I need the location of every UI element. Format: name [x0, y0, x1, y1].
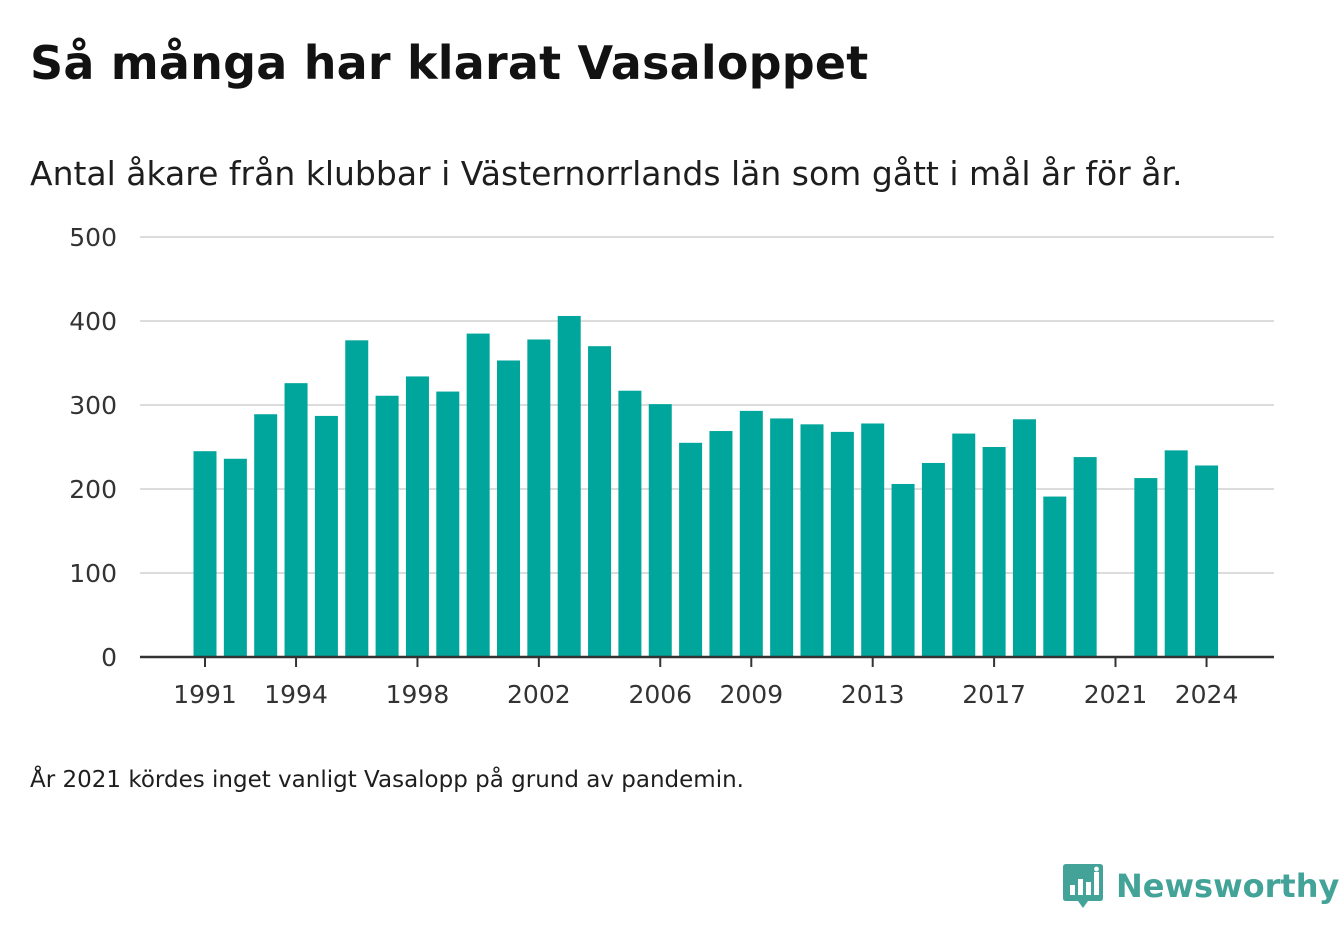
bar-chart: 0 100 200 300 400 500 1991 1994 1998 2002 2006 200… [69, 223, 1274, 709]
bar [314, 415, 338, 657]
x-tick-label: 2021 [1084, 680, 1148, 709]
x-tick-label: 2009 [719, 680, 783, 709]
y-tick-label: 500 [69, 223, 117, 252]
bar [952, 433, 976, 657]
x-tick-label: 2002 [507, 680, 571, 709]
bar [861, 423, 885, 657]
bar [345, 340, 369, 657]
bar [527, 339, 551, 657]
bar [709, 431, 733, 657]
bar [770, 418, 794, 657]
x-tick-label: 1991 [173, 680, 237, 709]
bar [284, 383, 308, 657]
bar [830, 431, 854, 657]
bar [1164, 450, 1188, 657]
y-tick-label: 300 [69, 391, 117, 420]
bar [891, 483, 915, 657]
chart-title: Så många har klarat Vasaloppet [30, 36, 869, 90]
bar [223, 458, 247, 657]
grid-lines [140, 236, 1274, 574]
bar [1134, 478, 1158, 657]
x-tick-label: 2024 [1175, 680, 1239, 709]
y-tick-label: 400 [69, 307, 117, 336]
x-tick-label: 2017 [962, 680, 1026, 709]
x-tick-label: 1994 [264, 680, 328, 709]
bar [497, 360, 520, 657]
bars [193, 315, 1219, 657]
footnote: År 2021 kördes inget vanligt Vasalopp på… [30, 767, 744, 793]
bar-chart-icon [1063, 864, 1103, 908]
brand-name: Newsworthy [1116, 867, 1340, 905]
bar [466, 333, 490, 657]
bar [1195, 465, 1219, 657]
x-tick-label: 2013 [841, 680, 905, 709]
bar [921, 462, 945, 657]
bar [193, 451, 217, 657]
y-tick-label: 200 [69, 475, 117, 504]
x-axis-ticks: 1991 1994 1998 2002 2006 2009 2013 2017 2021 2024 [173, 657, 1238, 709]
bar [648, 404, 672, 657]
bar [588, 346, 612, 657]
bar [739, 410, 763, 657]
bar [436, 391, 460, 657]
x-tick-label: 2006 [628, 680, 692, 709]
bar [405, 376, 429, 657]
chart-subtitle: Antal åkare från klubbar i Västernorrlan… [30, 154, 1183, 193]
bar [982, 447, 1006, 657]
bar [679, 442, 703, 657]
y-tick-label: 100 [69, 559, 117, 588]
bar [1073, 457, 1097, 657]
y-tick-label: 0 [101, 643, 117, 672]
bar [254, 414, 278, 657]
y-axis-tick-labels: 0 100 200 300 400 500 [69, 223, 117, 672]
x-tick-label: 1998 [386, 680, 450, 709]
bar [800, 424, 824, 657]
bar [1043, 496, 1067, 657]
brand-logo: Newsworthy [1062, 861, 1339, 911]
bar [1012, 419, 1036, 657]
bar [618, 390, 642, 657]
bar [557, 315, 581, 657]
bar [375, 395, 399, 657]
